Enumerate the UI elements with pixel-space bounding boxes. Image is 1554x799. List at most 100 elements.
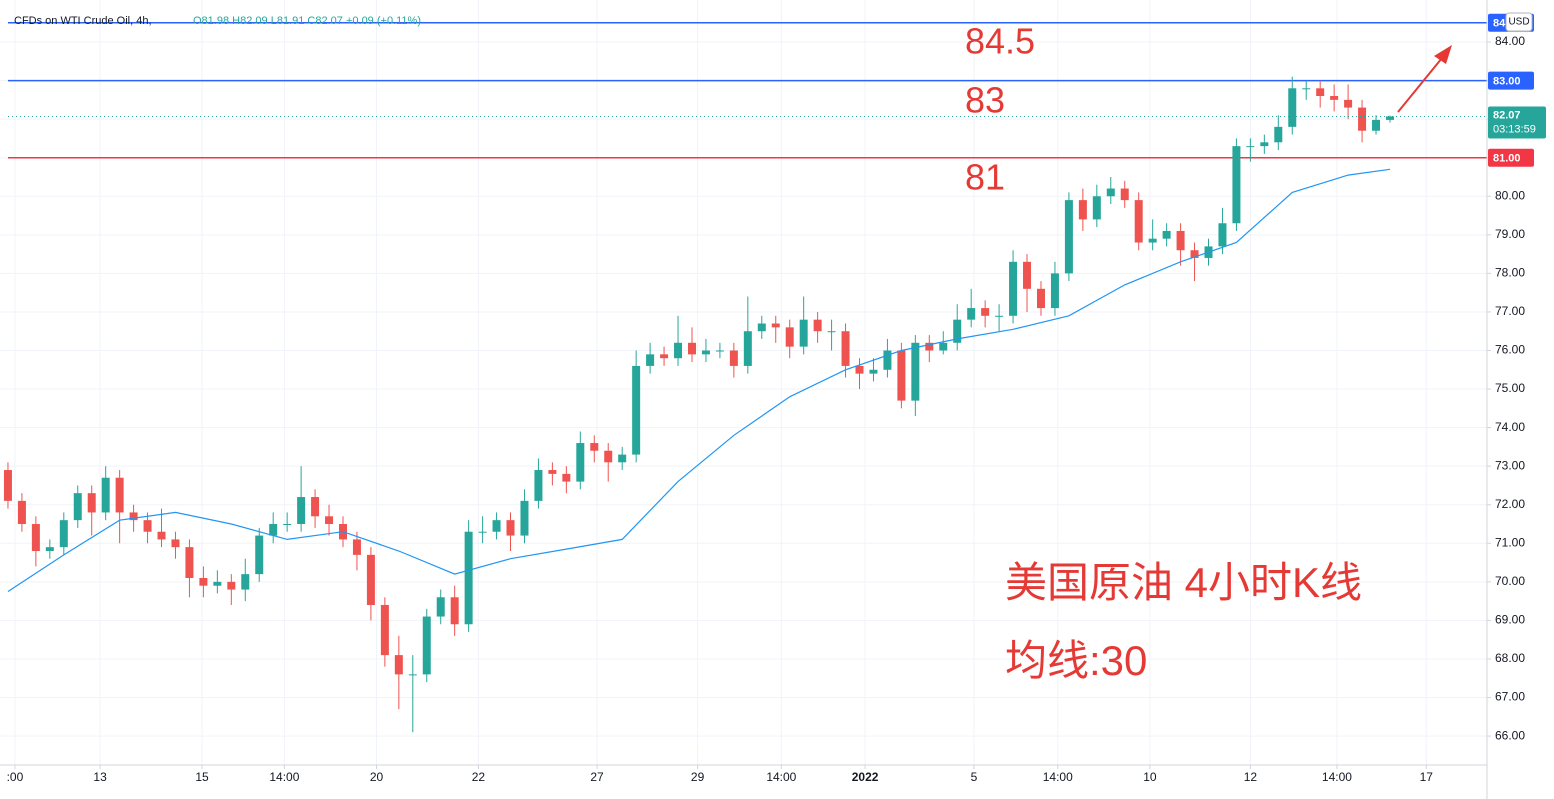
candle-body xyxy=(604,450,613,463)
candle-body xyxy=(1288,88,1297,127)
candle-body xyxy=(1232,146,1241,224)
candle-body xyxy=(311,497,320,517)
candle-body xyxy=(325,516,334,525)
candle-body xyxy=(534,470,543,501)
candle-body xyxy=(1148,238,1157,243)
annotation: 84.5 xyxy=(965,21,1035,62)
candle-body xyxy=(1218,223,1227,247)
candle-body xyxy=(1120,188,1129,201)
candle-body xyxy=(1092,196,1101,220)
candle-body xyxy=(520,500,529,536)
candle-body xyxy=(967,308,976,320)
y-tick-label: 76.00 xyxy=(1495,343,1525,357)
candle-body xyxy=(199,577,208,586)
y-tick-label: 67.00 xyxy=(1495,690,1525,704)
candle-body xyxy=(939,342,948,351)
candle-body xyxy=(283,524,292,526)
x-tick-label: 14:00 xyxy=(1322,770,1352,784)
candle-body xyxy=(841,331,850,366)
y-tick-label: 66.00 xyxy=(1495,728,1525,742)
ohlc-close: C82.07 xyxy=(307,15,342,27)
y-tick-label: 68.00 xyxy=(1495,651,1525,665)
candle-body xyxy=(17,500,26,525)
candle-body xyxy=(757,323,766,332)
candle-body xyxy=(213,581,222,586)
candle-body xyxy=(646,354,655,366)
candle-body xyxy=(1260,142,1269,147)
candle-body xyxy=(1274,126,1283,143)
candle-body xyxy=(408,674,417,676)
last-price-bg xyxy=(1488,106,1546,139)
candle-body xyxy=(506,520,515,536)
ohlc-open: O81.98 xyxy=(193,15,229,27)
candle-body xyxy=(450,597,459,625)
candle-body xyxy=(478,531,487,533)
candle-body xyxy=(995,315,1004,317)
candle-body xyxy=(1358,107,1367,131)
candle-body xyxy=(129,512,138,521)
candle-body xyxy=(729,350,738,366)
candle-body xyxy=(171,539,180,548)
candle-body xyxy=(911,342,920,401)
candle-body xyxy=(87,493,96,513)
candle-body xyxy=(227,581,236,590)
x-tick-label: 15 xyxy=(195,770,209,784)
candle-body xyxy=(1372,119,1381,131)
candle-body xyxy=(1078,200,1087,220)
candle-body xyxy=(869,369,878,374)
candle-body xyxy=(674,342,683,359)
x-tick-label: 29 xyxy=(691,770,705,784)
y-tick-label: 79.00 xyxy=(1495,227,1525,241)
price-label: 81.00 xyxy=(1493,153,1521,165)
y-tick-label: 77.00 xyxy=(1495,304,1525,318)
candle-body xyxy=(352,539,361,555)
annotation: 美国原油 4小时K线 xyxy=(1005,559,1362,606)
candle-body xyxy=(701,350,710,355)
last-price-label: 82.07 xyxy=(1493,109,1521,121)
candle-body xyxy=(366,554,375,605)
chart-title: CFDs on WTI Crude Oil, 4h, xyxy=(14,15,152,27)
candle-body xyxy=(925,342,934,351)
x-tick-label: 10 xyxy=(1143,770,1157,784)
candle-body xyxy=(241,574,250,590)
candle-body xyxy=(590,443,599,451)
candle-body xyxy=(618,454,627,463)
y-tick-label: 73.00 xyxy=(1495,458,1525,472)
ohlc-low: L81.91 xyxy=(271,15,305,27)
price-label-bg xyxy=(1488,148,1534,167)
x-tick-label: 14:00 xyxy=(269,770,299,784)
candle-body xyxy=(827,331,836,333)
candle-body xyxy=(1134,200,1143,243)
candle-body xyxy=(115,477,124,513)
candle-body xyxy=(981,308,990,316)
candle-body xyxy=(297,497,306,525)
y-tick-label: 74.00 xyxy=(1495,420,1525,434)
candle-body xyxy=(73,493,82,521)
candle-body xyxy=(157,531,166,540)
candle-body xyxy=(715,350,724,352)
candle-body xyxy=(1036,288,1045,309)
candle-body xyxy=(1009,261,1018,316)
candle-body xyxy=(1190,250,1199,258)
x-tick-label: 2022 xyxy=(852,770,879,784)
x-tick-label: 13 xyxy=(93,770,107,784)
y-tick-label: 69.00 xyxy=(1495,613,1525,627)
price-label-bg xyxy=(1488,71,1534,90)
trend-arrow xyxy=(1397,57,1443,113)
candle-body xyxy=(436,597,445,617)
candle-body xyxy=(1316,88,1325,97)
y-tick-label: 78.00 xyxy=(1495,266,1525,280)
candle-body xyxy=(1246,146,1255,148)
candle-body xyxy=(953,319,962,343)
annotation: 均线:30 xyxy=(1005,637,1147,684)
x-tick-label: 14:00 xyxy=(1043,770,1073,784)
candle-body xyxy=(464,531,473,625)
x-tick-label: 14:00 xyxy=(766,770,796,784)
candle-body xyxy=(548,470,557,474)
trend-arrow-head xyxy=(1434,45,1452,64)
candle-body xyxy=(1023,261,1032,289)
candle-body xyxy=(394,655,403,675)
x-tick-label: :00 xyxy=(7,770,24,784)
